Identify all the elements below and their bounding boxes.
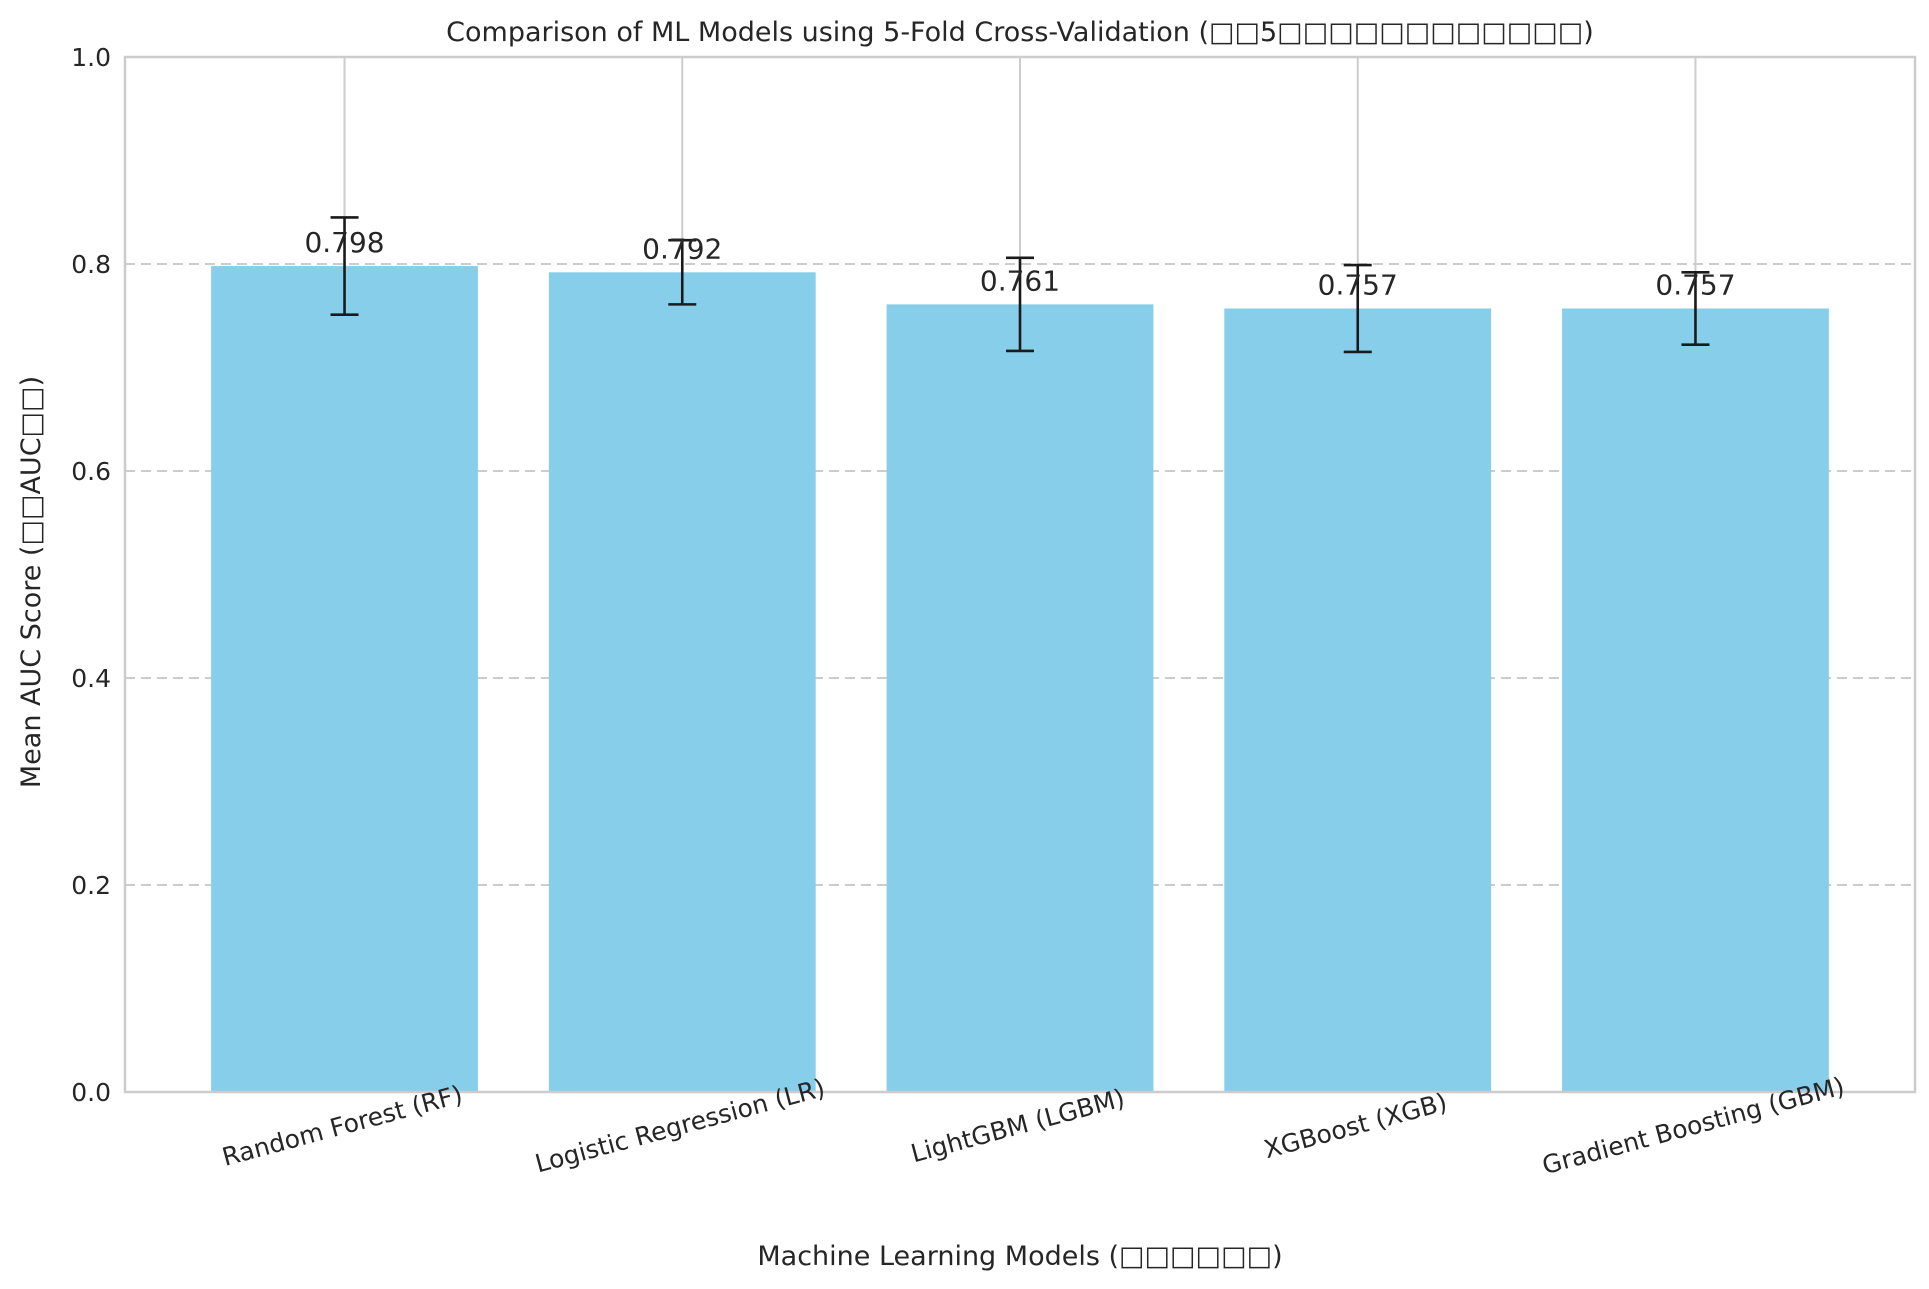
bar <box>1224 308 1492 1092</box>
chart-title: Comparison of ML Models using 5-Fold Cro… <box>446 17 1594 48</box>
bar-value-label: 0.792 <box>642 232 722 265</box>
bar-value-label: 0.757 <box>1655 269 1735 302</box>
bar-value-label: 0.757 <box>1318 269 1398 302</box>
axes-frame <box>123 55 1917 1094</box>
y-tick-label: 0.0 <box>71 1078 111 1107</box>
bar <box>1562 308 1829 1092</box>
plot-frame <box>123 55 1917 1094</box>
y-tick-label: 0.4 <box>71 664 111 693</box>
x-axis-label: Machine Learning Models (□□□□□□) <box>757 1241 1282 1272</box>
y-tick-label: 1.0 <box>71 43 111 72</box>
y-tick-label: 0.2 <box>71 871 111 900</box>
error-bars <box>330 216 1710 354</box>
y-tick-label: 0.8 <box>71 250 111 279</box>
y-axis-ticks: 0.0 0.2 0.4 0.6 0.8 1.0 <box>71 43 111 1107</box>
bar <box>886 304 1154 1092</box>
bar <box>211 266 478 1092</box>
bar-value-label: 0.798 <box>304 226 384 259</box>
bars <box>211 266 1829 1092</box>
bar-value-label: 0.761 <box>980 264 1060 297</box>
y-tick-label: 0.6 <box>71 457 111 486</box>
y-axis-label: Mean AUC Score (□□AUC□□) <box>16 376 47 788</box>
bar <box>548 272 816 1092</box>
bar-value-labels: 0.798 0.792 0.761 0.757 0.757 <box>304 226 1735 301</box>
